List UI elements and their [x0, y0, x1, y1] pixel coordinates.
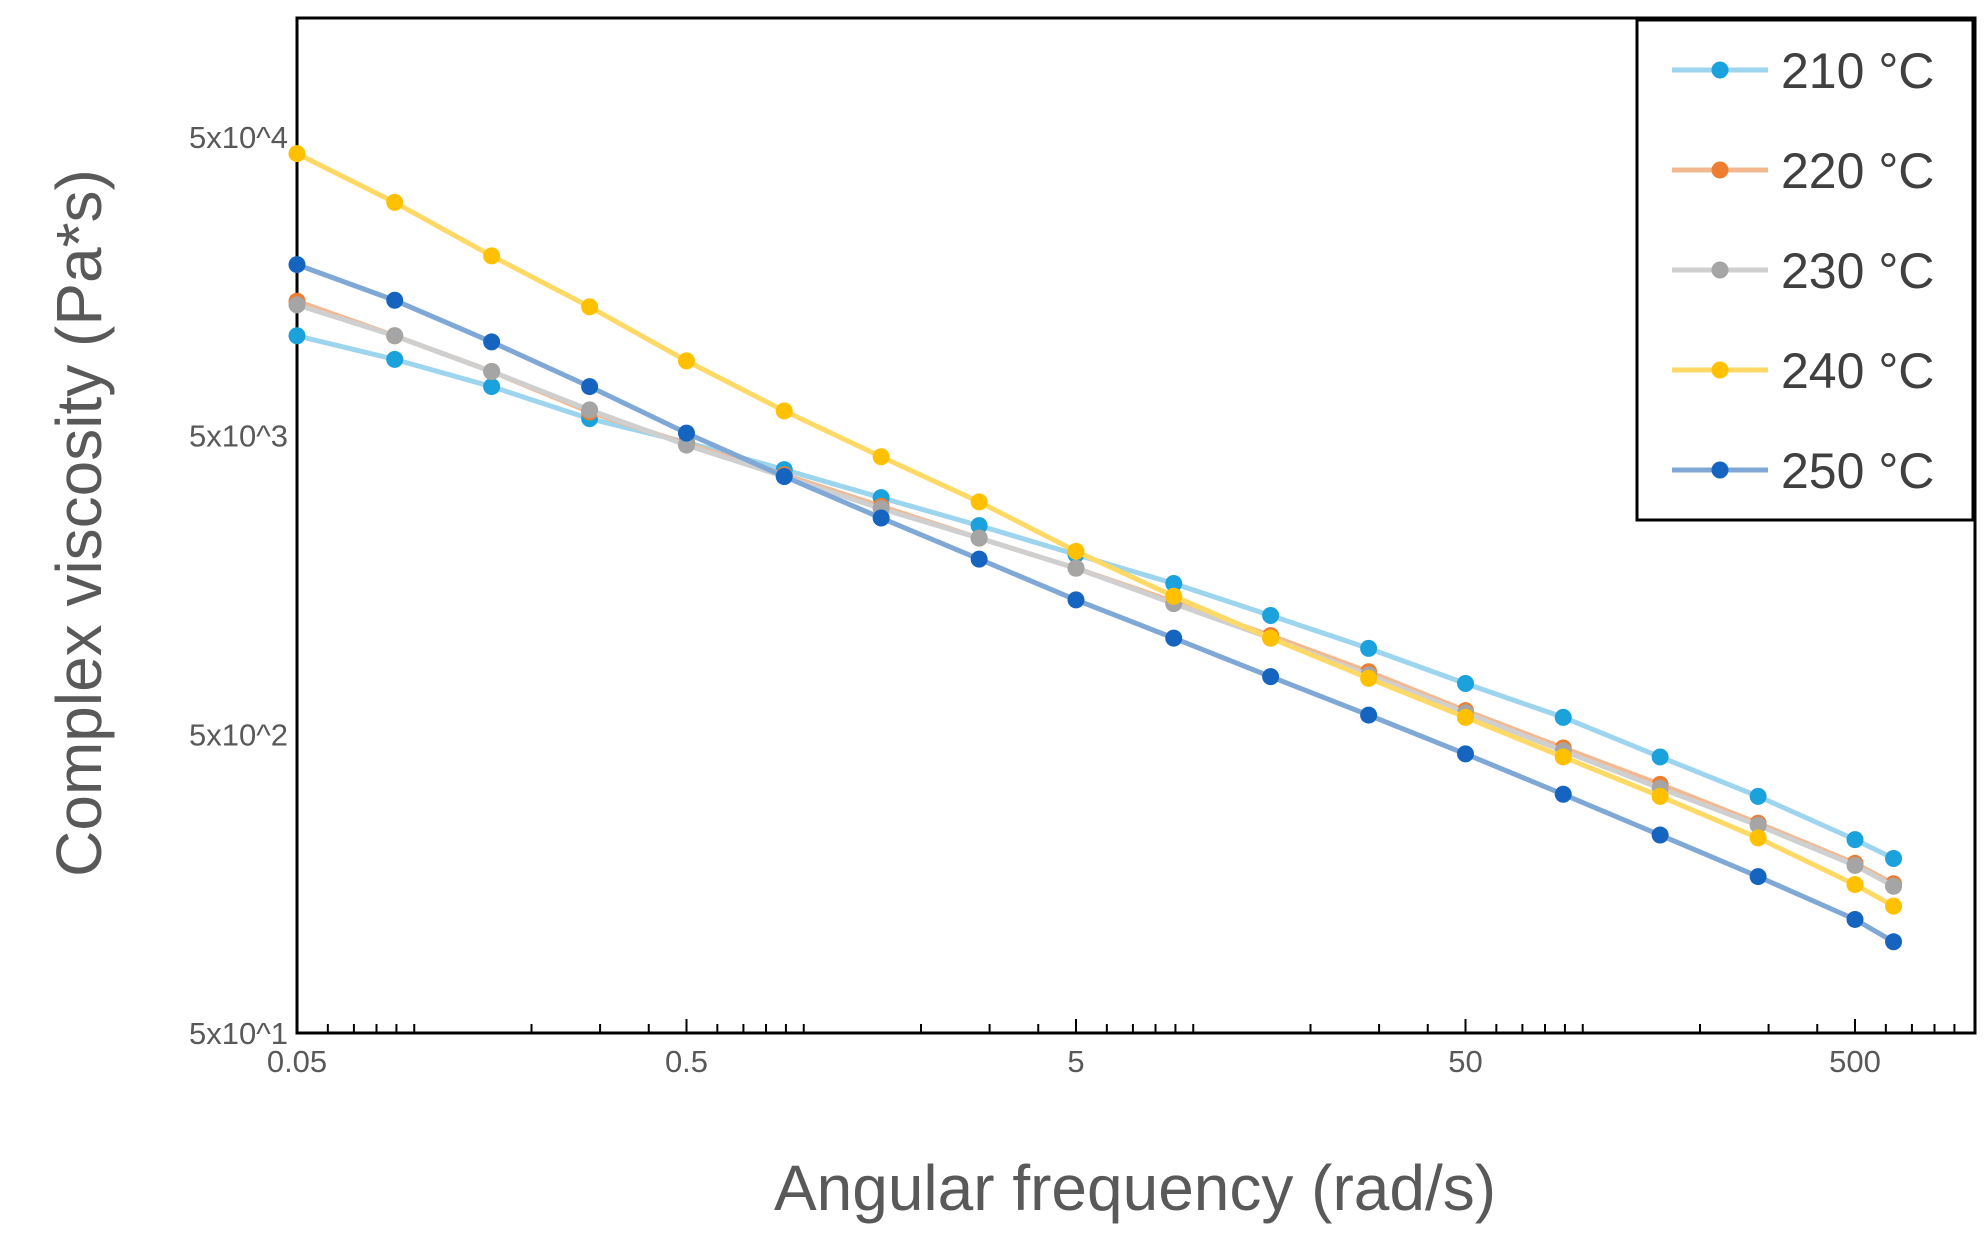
- axes: [295, 16, 1977, 1035]
- series-line: [294, 151, 1897, 909]
- data-point: [872, 509, 890, 527]
- legend-marker: [1711, 61, 1729, 79]
- data-point: [1846, 876, 1864, 894]
- data-point: [1360, 706, 1378, 724]
- data-point: [1067, 591, 1085, 609]
- data-point: [1457, 708, 1474, 726]
- legend-item: 210 °C: [1672, 43, 1934, 99]
- x-tick-label: 5: [1067, 1044, 1084, 1079]
- data-point: [970, 529, 988, 547]
- data-point: [288, 327, 306, 345]
- x-tick-label: 500: [1829, 1044, 1881, 1079]
- data-point: [483, 378, 501, 396]
- data-point: [1262, 668, 1280, 686]
- legend-item: 240 °C: [1672, 343, 1934, 399]
- legend-marker: [1711, 261, 1729, 279]
- legend-item: 250 °C: [1672, 443, 1934, 499]
- data-point: [775, 402, 793, 420]
- data-point: [1360, 669, 1378, 687]
- legend-marker: [1711, 161, 1729, 179]
- data-point: [1360, 639, 1378, 657]
- data-point: [1554, 708, 1572, 726]
- legend-marker: [1711, 461, 1729, 479]
- data-point: [1651, 826, 1669, 844]
- data-point: [1457, 745, 1474, 763]
- data-point: [1165, 629, 1183, 647]
- data-point: [483, 333, 501, 351]
- data-point: [1262, 629, 1280, 647]
- data-point: [678, 352, 695, 370]
- y-tick-label: 5x10^2: [189, 717, 288, 752]
- data-point: [1846, 831, 1864, 849]
- data-point: [386, 193, 404, 211]
- data-point: [970, 517, 988, 535]
- data-point: [872, 448, 890, 466]
- data-point: [288, 145, 306, 163]
- data-point: [483, 247, 501, 265]
- legend-label: 210 °C: [1781, 43, 1934, 99]
- data-point: [1846, 856, 1864, 874]
- data-point: [1885, 933, 1903, 951]
- data-point: [1885, 849, 1903, 867]
- x-tick-label: 0.5: [665, 1044, 708, 1079]
- data-point: [1651, 748, 1669, 766]
- data-point: [1165, 587, 1183, 605]
- data-point: [1554, 748, 1572, 766]
- y-tick-label: 5x10^3: [189, 419, 288, 454]
- data-point: [1885, 877, 1903, 895]
- series-line: [294, 302, 1897, 889]
- data-point: [1165, 574, 1183, 592]
- data-point: [1749, 868, 1767, 886]
- data-point: [678, 436, 695, 454]
- series-group: [288, 145, 1903, 951]
- legend-item: 230 °C: [1672, 243, 1934, 299]
- data-point: [1262, 606, 1280, 624]
- axis-ticks: 0.05 0.5 5 50 500 5x10^1 5x10^2 5x10^3 5x10^4: [189, 120, 1956, 1079]
- data-point: [1749, 816, 1767, 834]
- data-point: [775, 467, 793, 485]
- data-point: [483, 362, 501, 380]
- data-point: [1651, 787, 1669, 805]
- data-point: [970, 493, 988, 511]
- data-point: [581, 298, 599, 316]
- x-tick-label: 0.05: [267, 1044, 327, 1079]
- plot-frame: [295, 16, 1977, 1035]
- legend-marker: [1711, 361, 1729, 379]
- data-point: [1749, 829, 1767, 847]
- y-axis-title: Complex viscosity (Pa*s): [43, 169, 115, 877]
- legend-label: 230 °C: [1781, 243, 1934, 299]
- data-point: [1457, 674, 1474, 692]
- data-point: [1067, 542, 1085, 560]
- legend-label: 250 °C: [1781, 443, 1934, 499]
- series-line: [294, 262, 1897, 945]
- legend-label: 220 °C: [1781, 143, 1934, 199]
- data-point: [1749, 787, 1767, 805]
- x-axis-title: Angular frequency (rad/s): [774, 1152, 1496, 1224]
- series-250-c: [288, 256, 1903, 951]
- data-point: [1885, 897, 1903, 915]
- legend-item: 220 °C: [1672, 143, 1934, 199]
- x-tick-label: 50: [1448, 1044, 1482, 1079]
- data-point: [581, 378, 599, 396]
- legend: 210 °C 220 °C 230 °C 240 °C 250 °C: [1635, 18, 1975, 522]
- series-line: [294, 333, 1897, 861]
- series-240-c: [288, 145, 1903, 915]
- data-point: [1554, 785, 1572, 803]
- data-point: [288, 256, 306, 274]
- data-point: [581, 401, 599, 419]
- data-point: [1846, 910, 1864, 928]
- y-tick-label: 5x10^1: [189, 1016, 288, 1051]
- data-point: [386, 350, 404, 368]
- legend-label: 240 °C: [1781, 343, 1934, 399]
- data-point: [386, 327, 404, 345]
- data-point: [678, 424, 695, 442]
- y-tick-label: 5x10^4: [189, 120, 288, 155]
- data-point: [386, 291, 404, 309]
- data-point: [288, 296, 306, 314]
- data-point: [1067, 559, 1085, 577]
- series-210-c: [288, 327, 1903, 867]
- data-point: [970, 550, 988, 568]
